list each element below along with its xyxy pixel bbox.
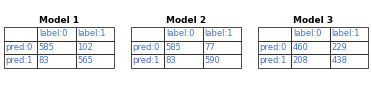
Title: Model 2: Model 2 bbox=[166, 16, 206, 25]
Title: Model 3: Model 3 bbox=[293, 16, 333, 25]
Title: Model 1: Model 1 bbox=[39, 16, 79, 25]
